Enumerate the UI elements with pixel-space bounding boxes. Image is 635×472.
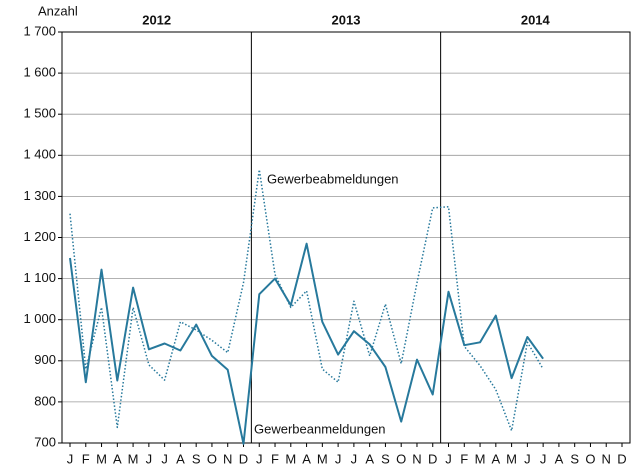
x-tick-label: F — [460, 451, 468, 466]
series-line — [69, 242, 544, 445]
y-tick-label: 900 — [34, 352, 56, 367]
y-axis-label: Anzahl — [38, 3, 78, 18]
year-label: 2012 — [142, 12, 171, 27]
y-tick-label: 800 — [34, 393, 56, 408]
x-tick-label: D — [617, 451, 626, 466]
plot-frame — [61, 31, 631, 444]
x-tick-label: O — [396, 451, 406, 466]
x-tick-label: J — [524, 451, 531, 466]
x-tick-label: N — [602, 451, 611, 466]
x-tick-label: N — [412, 451, 421, 466]
y-tick-label: 1 000 — [23, 311, 56, 326]
series-annotation: Gewerbeabmeldungen — [267, 171, 399, 186]
x-tick-label: J — [445, 451, 452, 466]
x-tick-label: S — [381, 451, 390, 466]
x-tick-label: J — [146, 451, 153, 466]
x-tick-label: J — [161, 451, 168, 466]
series-line — [69, 168, 544, 432]
x-tick-label: J — [67, 451, 74, 466]
x-tick-label: D — [428, 451, 437, 466]
x-tick-label: M — [128, 451, 139, 466]
y-tick-label: 1 200 — [23, 229, 56, 244]
x-tick-label: A — [302, 451, 311, 466]
series-annotation: Gewerbeanmeldungen — [254, 421, 386, 436]
x-tick-label: M — [317, 451, 328, 466]
x-tick-label: J — [335, 451, 342, 466]
x-tick-label: A — [113, 451, 122, 466]
x-tick-label: M — [475, 451, 486, 466]
x-tick-label: J — [540, 451, 547, 466]
x-tick-label: M — [506, 451, 517, 466]
y-tick-label: 700 — [34, 434, 56, 449]
y-tick-label: 1 700 — [23, 23, 56, 38]
x-tick-label: A — [555, 451, 564, 466]
year-label: 2013 — [332, 12, 361, 27]
x-tick-label: S — [192, 451, 201, 466]
y-tick-label: 1 300 — [23, 188, 56, 203]
x-tick-label: M — [96, 451, 107, 466]
x-tick-label: F — [82, 451, 90, 466]
y-tick-label: 1 100 — [23, 270, 56, 285]
x-tick-label: M — [285, 451, 296, 466]
x-tick-label: D — [239, 451, 248, 466]
x-tick-label: A — [176, 451, 185, 466]
x-tick-label: S — [570, 451, 579, 466]
y-tick-label: 1 600 — [23, 65, 56, 80]
x-tick-label: N — [223, 451, 232, 466]
x-tick-label: J — [351, 451, 358, 466]
x-tick-label: A — [365, 451, 374, 466]
x-tick-label: O — [585, 451, 595, 466]
y-tick-label: 1 400 — [23, 147, 56, 162]
year-label: 2014 — [521, 12, 551, 27]
x-tick-label: O — [207, 451, 217, 466]
x-tick-label: J — [256, 451, 263, 466]
x-tick-label: A — [491, 451, 500, 466]
y-tick-label: 1 500 — [23, 106, 56, 121]
x-tick-label: F — [271, 451, 279, 466]
